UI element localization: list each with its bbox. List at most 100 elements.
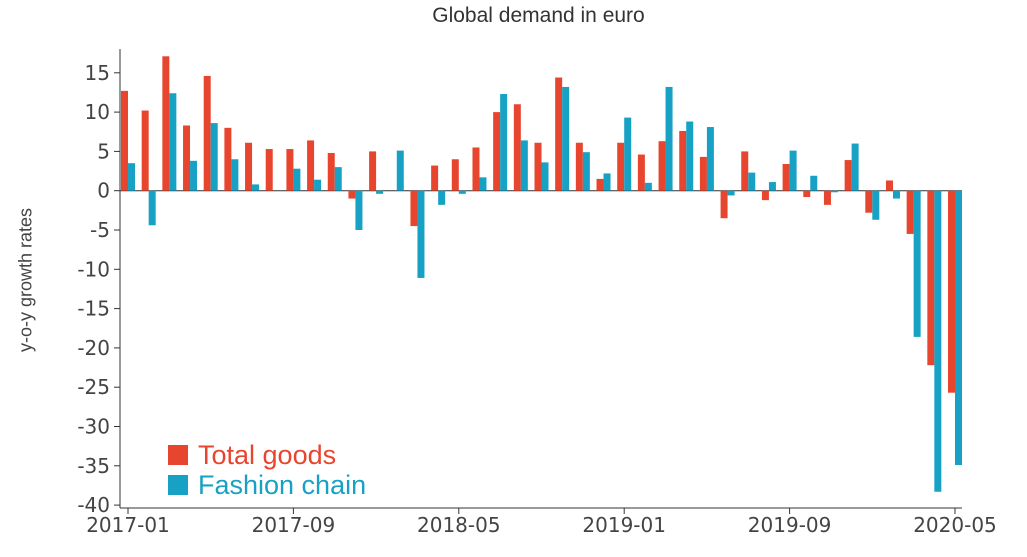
bar-fashion-chain bbox=[520, 140, 528, 191]
bar-total-goods bbox=[555, 77, 563, 191]
x-tick-label: 2018-05 bbox=[417, 513, 501, 537]
bar-fashion-chain bbox=[458, 190, 466, 194]
bar-total-goods bbox=[679, 130, 687, 191]
x-tick-label: 2019-01 bbox=[582, 513, 666, 537]
bar-fashion-chain bbox=[913, 190, 921, 337]
bar-total-goods bbox=[410, 190, 418, 227]
bar-total-goods bbox=[141, 110, 149, 191]
bar-total-goods bbox=[658, 141, 666, 191]
bar-fashion-chain bbox=[541, 162, 549, 191]
y-tick-label: 15 bbox=[85, 61, 110, 85]
bar-total-goods bbox=[431, 165, 439, 191]
y-tick-label: -25 bbox=[77, 375, 110, 399]
bar-total-goods bbox=[307, 140, 315, 191]
bar-fashion-chain bbox=[748, 172, 756, 191]
y-tick-label: -30 bbox=[77, 415, 110, 439]
y-tick-label: -20 bbox=[77, 336, 110, 360]
legend-item-total-goods: Total goods bbox=[168, 440, 366, 470]
bar-total-goods bbox=[906, 190, 914, 234]
bar-fashion-chain bbox=[396, 150, 404, 191]
bar-fashion-chain bbox=[644, 182, 652, 191]
bar-total-goods bbox=[224, 127, 232, 191]
bar-total-goods bbox=[885, 180, 893, 191]
bar-fashion-chain bbox=[169, 93, 177, 191]
bar-fashion-chain bbox=[479, 177, 487, 191]
bar-total-goods bbox=[327, 152, 335, 191]
bar-total-goods bbox=[596, 178, 604, 191]
bar-total-goods bbox=[451, 159, 459, 191]
bar-total-goods bbox=[637, 154, 645, 191]
bar-total-goods bbox=[844, 160, 852, 191]
legend-item-fashion-chain: Fashion chain bbox=[168, 470, 366, 500]
y-tick-label: -35 bbox=[77, 454, 110, 478]
bar-fashion-chain bbox=[686, 121, 694, 191]
bar-total-goods bbox=[286, 149, 294, 191]
bar-fashion-chain bbox=[851, 143, 859, 191]
x-tick-label: 2017-09 bbox=[252, 513, 336, 537]
chart-title: Global demand in euro bbox=[432, 4, 645, 27]
bar-fashion-chain bbox=[789, 150, 797, 191]
y-tick-label: -40 bbox=[77, 493, 110, 517]
bar-fashion-chain bbox=[500, 94, 508, 191]
bar-fashion-chain bbox=[665, 86, 673, 191]
bar-total-goods bbox=[493, 112, 501, 191]
bar-fashion-chain bbox=[892, 190, 900, 199]
bar-fashion-chain bbox=[314, 179, 322, 191]
bar-total-goods bbox=[575, 142, 583, 191]
legend-swatch-fashion-chain bbox=[168, 475, 188, 495]
bar-fashion-chain bbox=[210, 123, 218, 191]
legend: Total goods Fashion chain bbox=[168, 440, 366, 500]
bar-fashion-chain bbox=[438, 190, 446, 205]
bar-total-goods bbox=[699, 156, 707, 191]
bar-total-goods bbox=[472, 147, 480, 191]
bar-fashion-chain bbox=[355, 190, 363, 230]
bar-total-goods bbox=[265, 149, 273, 191]
bar-fashion-chain bbox=[768, 182, 776, 191]
bar-fashion-chain bbox=[706, 127, 714, 191]
bar-fashion-chain bbox=[810, 175, 818, 191]
bar-total-goods bbox=[741, 151, 749, 191]
y-tick-label: -10 bbox=[77, 257, 110, 281]
bar-total-goods bbox=[513, 104, 521, 191]
legend-label-fashion-chain: Fashion chain bbox=[198, 469, 367, 500]
bar-fashion-chain bbox=[830, 190, 838, 193]
bar-fashion-chain bbox=[934, 190, 942, 492]
bar-total-goods bbox=[203, 75, 211, 191]
bar-total-goods bbox=[121, 90, 128, 191]
bar-fashion-chain bbox=[334, 167, 342, 191]
bar-fashion-chain bbox=[872, 190, 880, 220]
bar-fashion-chain bbox=[128, 163, 135, 191]
bar-fashion-chain bbox=[231, 159, 239, 191]
y-tick-label: 10 bbox=[85, 100, 110, 124]
y-tick-label: 5 bbox=[97, 139, 110, 163]
y-tick-label: 0 bbox=[97, 179, 110, 203]
bar-fashion-chain bbox=[562, 86, 570, 191]
bar-fashion-chain bbox=[376, 190, 384, 194]
x-tick-label: 2020-05 bbox=[913, 513, 997, 537]
bar-fashion-chain bbox=[148, 190, 156, 226]
bar-fashion-chain bbox=[624, 117, 632, 191]
bar-total-goods bbox=[245, 142, 253, 191]
bar-fashion-chain bbox=[417, 190, 425, 278]
bar-fashion-chain bbox=[190, 160, 198, 191]
legend-swatch-total-goods bbox=[168, 445, 188, 465]
bar-total-goods bbox=[348, 190, 356, 199]
x-tick-label: 2019-09 bbox=[748, 513, 832, 537]
legend-label-total-goods: Total goods bbox=[198, 439, 337, 470]
y-tick-label: -15 bbox=[77, 297, 110, 321]
bar-total-goods bbox=[927, 190, 935, 366]
bar-total-goods bbox=[162, 56, 170, 191]
bar-fashion-chain bbox=[582, 152, 590, 191]
x-tick-label: 2017-01 bbox=[86, 513, 170, 537]
bar-total-goods bbox=[183, 125, 191, 191]
bar-fashion-chain bbox=[252, 184, 260, 191]
bar-fashion-chain bbox=[293, 168, 301, 191]
y-tick-label: -5 bbox=[90, 218, 110, 242]
bar-fashion-chain bbox=[603, 173, 611, 191]
bar-fashion-chain bbox=[727, 190, 735, 196]
bar-total-goods bbox=[948, 190, 955, 393]
bar-total-goods bbox=[720, 190, 728, 219]
bar-total-goods bbox=[823, 190, 831, 205]
bar-total-goods bbox=[782, 163, 790, 191]
